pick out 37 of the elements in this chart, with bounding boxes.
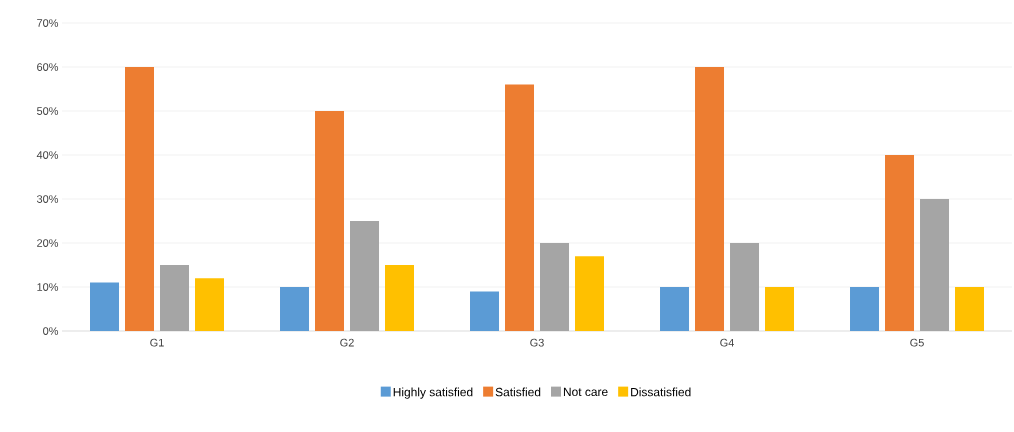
bar	[850, 287, 880, 331]
bar	[470, 291, 500, 331]
bar	[920, 199, 950, 331]
bar	[315, 111, 345, 331]
bar	[195, 278, 225, 331]
x-tick-label: G2	[340, 338, 354, 347]
y-tick-label: 30%	[36, 195, 59, 203]
bar	[575, 256, 605, 331]
x-tick-label: G3	[530, 338, 544, 347]
legend-label: Highly satisfied	[393, 387, 473, 399]
bar	[765, 287, 795, 331]
x-tick-label: G4	[720, 338, 734, 347]
bar	[885, 155, 915, 331]
bar	[540, 243, 570, 331]
bar	[955, 287, 985, 331]
y-tick-label: 50%	[36, 107, 59, 115]
bar	[160, 265, 190, 331]
y-tick-label: 0%	[43, 327, 59, 335]
bar	[90, 282, 120, 331]
bar	[695, 67, 725, 331]
y-tick-label: 60%	[37, 63, 59, 71]
bar	[280, 287, 310, 331]
legend-label: Not care	[563, 387, 608, 397]
x-tick-label: G1	[150, 338, 164, 347]
bar	[125, 67, 155, 331]
legend-label: Satisfied	[495, 387, 541, 397]
bar	[505, 84, 535, 331]
bar	[350, 221, 380, 331]
y-tick-label: 40%	[36, 151, 59, 159]
y-tick-label: 10%	[37, 283, 59, 291]
bar	[730, 243, 760, 331]
y-tick-label: 20%	[37, 239, 59, 247]
y-tick-label: 70%	[37, 19, 59, 27]
legend-label: Dissatisfied	[631, 387, 691, 397]
bar	[660, 287, 690, 331]
x-tick-label: G5	[910, 338, 924, 347]
bar	[385, 265, 415, 331]
